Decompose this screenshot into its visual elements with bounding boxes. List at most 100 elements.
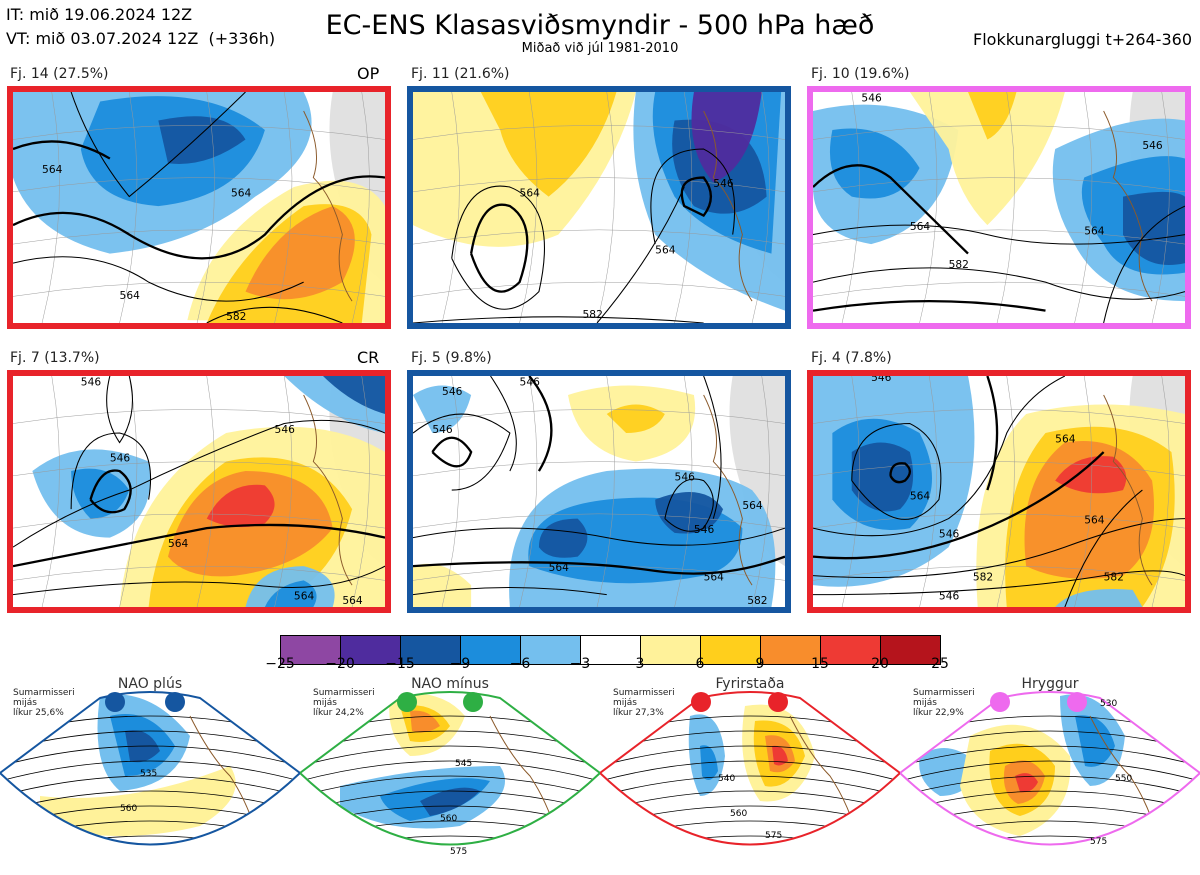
height-contour <box>1103 205 1185 323</box>
height-contour <box>596 186 685 323</box>
classification-window: Flokkunargluggi t+264-360 <box>973 30 1192 49</box>
cluster-map-svg: 546 546 546 546 546 564 564 564 582 <box>413 376 785 607</box>
colorbar-segment <box>280 635 341 665</box>
anomaly-shading <box>158 116 246 164</box>
regime-marker <box>105 692 125 712</box>
graticule-line <box>196 92 215 323</box>
regime-border <box>298 691 602 846</box>
regime-note: Sumarmisseri <box>313 688 375 698</box>
graticule-line <box>441 376 460 607</box>
regime-note: mijás <box>913 698 937 708</box>
height-contour <box>813 164 969 255</box>
cluster-map-panel: 546 564 582 564 546 <box>807 86 1191 329</box>
contour-label: 546 <box>520 377 541 389</box>
anomaly-shading <box>323 376 385 415</box>
height-contour <box>13 565 385 596</box>
panel-label: Fj. 14 (27.5%) <box>10 66 109 82</box>
colorbar-tick-label: −25 <box>265 656 295 672</box>
colorbar-segment <box>460 635 521 665</box>
anomaly-shading <box>1055 589 1143 607</box>
regime-contour <box>600 775 900 797</box>
coastline <box>703 110 753 302</box>
regime-contour <box>300 745 600 767</box>
contour-label: 546 <box>939 529 960 541</box>
regime-map: 540 560 575 Fyrirstaða Sumarmisseri mijás líku… <box>598 676 902 871</box>
colorbar-tick-label: 6 <box>695 656 705 672</box>
regime-contour <box>600 820 900 842</box>
initial-time: IT: mið 19.06.2024 12Z <box>6 5 193 24</box>
colorbar-segment <box>400 635 461 665</box>
regime-map: 530 550 575 Hryggur Sumarmisseri mijás líkur 2… <box>898 676 1200 871</box>
cluster-map-panel: 546 546 546 564 564 564 <box>7 370 391 613</box>
regime-contour <box>900 760 1200 782</box>
regime-marker <box>990 692 1010 712</box>
regime-map: 535 560 NAO plús Sumarmisseri mijás líkur 25,… <box>0 676 302 871</box>
graticule-line <box>919 92 938 323</box>
anomaly-shading <box>1123 191 1185 266</box>
cluster-map-panel: 546 546 546 546 546 564 564 564 582 <box>407 370 791 613</box>
graticule-line <box>674 92 693 323</box>
contour-label: 582 <box>1104 571 1124 583</box>
cluster-map-panel: 564 564 564 582 <box>7 86 391 329</box>
regime-note: mijás <box>313 698 337 708</box>
contour-label: 546 <box>694 524 715 536</box>
graticule-line <box>519 376 538 607</box>
colorbar-tick-label: −6 <box>509 656 531 672</box>
anomaly-shading <box>968 92 1017 140</box>
colorbar-tick-label: −9 <box>449 656 471 672</box>
contour-label: 546 <box>110 453 131 465</box>
graticule-line <box>13 281 385 297</box>
graticule-line <box>1151 376 1170 607</box>
graticule-line <box>13 177 385 193</box>
coastline <box>303 394 353 586</box>
panel-tag: OP <box>357 64 380 83</box>
height-contour <box>70 92 246 198</box>
regime-note: líkur 25,6% <box>13 708 64 718</box>
graticule-line <box>751 92 770 323</box>
cluster-map-svg: 546 564 582 564 546 <box>813 92 1185 323</box>
panel-label: Fj. 10 (19.6%) <box>811 66 910 82</box>
contour-label: 546 <box>81 377 102 389</box>
regime-note: líkur 27,3% <box>613 708 664 718</box>
regime-contour <box>0 760 300 782</box>
colorbar-tick-label: 15 <box>811 656 829 672</box>
height-contour <box>986 376 999 491</box>
height-contour <box>413 527 785 546</box>
regime-anomaly-shading <box>1075 715 1115 767</box>
regime-contour <box>0 835 300 845</box>
graticule-line <box>413 281 785 297</box>
regime-contour <box>600 760 900 782</box>
contour-label: 560 <box>120 804 137 814</box>
graticule-line <box>596 376 615 607</box>
page-subtitle: Miðað við júl 1981-2010 <box>521 41 679 56</box>
height-contour <box>469 203 529 293</box>
coastline <box>703 394 753 586</box>
height-contour <box>13 175 385 260</box>
regime-anomaly-shading <box>410 710 440 733</box>
regime-contour <box>300 835 600 845</box>
graticule-line <box>413 229 785 245</box>
graticule-line <box>41 376 60 607</box>
anomaly-shading <box>538 518 588 558</box>
graticule-line <box>996 376 1015 607</box>
anomaly-shading <box>206 484 275 528</box>
regime-note: Sumarmisseri <box>13 688 75 698</box>
graticule-line <box>519 92 538 323</box>
regime-contour <box>0 745 300 767</box>
regime-title: Hryggur <box>1021 676 1079 692</box>
contour-label: 546 <box>871 376 892 384</box>
graticule-line <box>274 376 293 607</box>
contour-label: 560 <box>730 809 747 819</box>
colorbar-tick-label: 9 <box>755 656 765 672</box>
height-contour <box>813 224 1185 245</box>
anomaly-colorbar <box>280 635 942 665</box>
contour-label: 550 <box>1115 774 1132 784</box>
height-contour <box>664 478 714 532</box>
height-contour <box>1064 489 1143 607</box>
regime-marker <box>165 692 185 712</box>
anomaly-shading <box>829 128 920 199</box>
contour-label: 564 <box>294 590 315 602</box>
anomaly-shading <box>691 92 762 183</box>
height-contour <box>813 376 1066 537</box>
colorbar-tick-label: −15 <box>385 656 415 672</box>
